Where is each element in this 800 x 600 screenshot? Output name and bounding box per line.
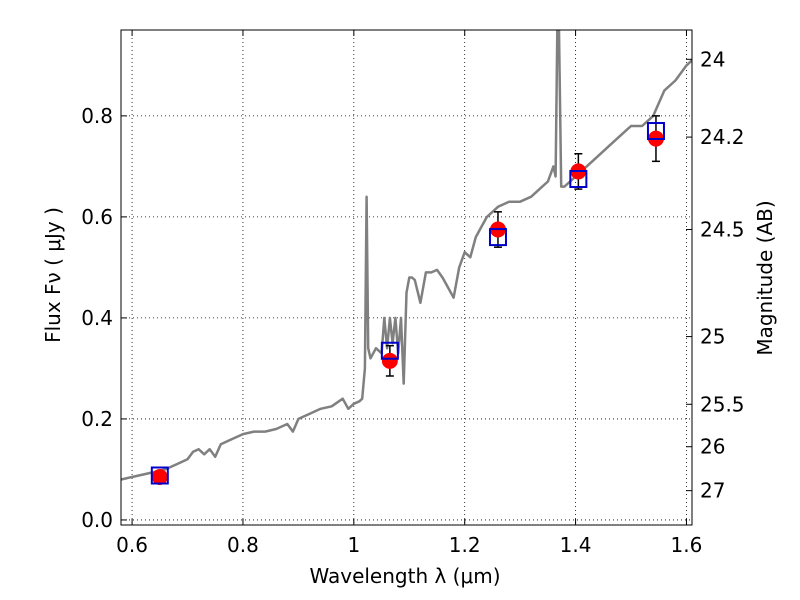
model-photometry-square (569, 170, 588, 189)
plot-frame (120, 29, 693, 526)
y-tick-label: 0.4 (81, 306, 113, 330)
model-photometry-square (488, 228, 507, 247)
y-tick-label: 0.6 (81, 205, 113, 229)
y-tick-label: 0.2 (81, 407, 113, 431)
x-tick-label: 0.6 (116, 533, 148, 557)
x-tick-label: 1.2 (449, 533, 481, 557)
right-tick-label: 24.2 (700, 125, 745, 149)
x-tick-label: 1 (347, 533, 360, 557)
model-photometry-square (380, 341, 399, 360)
x-tick-label: 1.4 (560, 533, 592, 557)
grid (121, 30, 692, 525)
right-tick-label: 25.5 (700, 392, 745, 416)
model-photometry-square (150, 466, 169, 485)
x-axis-label: Wavelength λ (μm) (309, 564, 500, 588)
right-axis-label: Magnitude (AB) (753, 200, 777, 355)
right-tick-label: 24 (700, 47, 725, 71)
x-tick-label: 0.8 (227, 533, 259, 557)
right-tick-label: 27 (700, 479, 725, 503)
right-tick-label: 24.5 (700, 218, 745, 242)
spectrum-line (121, 30, 692, 481)
y-tick-label: 0.8 (81, 104, 113, 128)
plot-area (121, 30, 692, 486)
x-tick-label: 1.6 (671, 533, 703, 557)
data-point (381, 352, 398, 369)
y-axis-label: Flux Fν ( μJy ) (41, 207, 65, 343)
ticks: 0.6 0.8 1 1.2 1.4 1.6 0.0 0.2 0.4 0.6 0.8 24 24.2 24.… (81, 30, 745, 557)
y-tick-label: 0.0 (81, 508, 113, 532)
right-tick-label: 25 (700, 325, 725, 349)
data-point (151, 469, 168, 486)
right-tick-label: 26 (700, 435, 725, 459)
model-photometry-square (646, 122, 665, 141)
